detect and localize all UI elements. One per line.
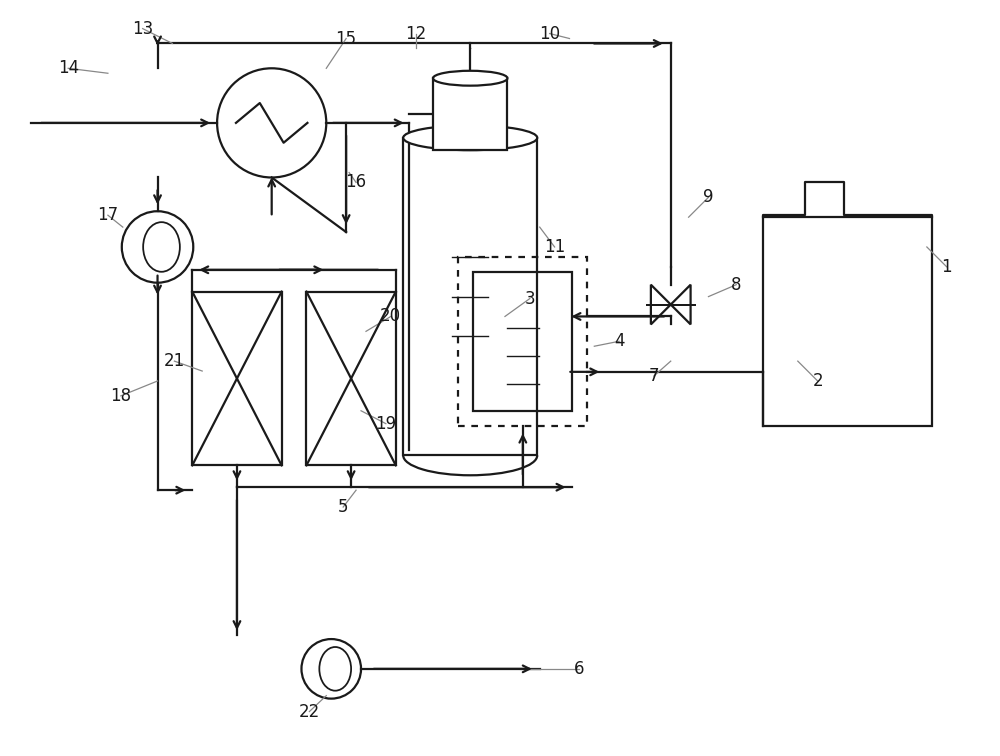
Text: 18: 18 <box>110 387 131 405</box>
Text: 20: 20 <box>380 308 401 325</box>
Text: 6: 6 <box>574 660 585 678</box>
Text: 15: 15 <box>336 29 357 48</box>
Ellipse shape <box>433 71 507 85</box>
Bar <box>433 78 507 150</box>
Text: 2: 2 <box>812 372 823 390</box>
Circle shape <box>301 639 361 699</box>
Text: 22: 22 <box>299 702 320 720</box>
Bar <box>192 292 282 466</box>
Text: 3: 3 <box>524 290 535 308</box>
Text: 19: 19 <box>375 414 396 432</box>
Circle shape <box>217 68 326 178</box>
Text: 4: 4 <box>614 333 624 350</box>
Text: 17: 17 <box>97 206 118 225</box>
Text: 1: 1 <box>941 258 952 276</box>
Text: 5: 5 <box>338 498 348 516</box>
Ellipse shape <box>403 125 537 150</box>
Bar <box>473 272 572 411</box>
Text: 13: 13 <box>132 20 153 38</box>
Bar <box>458 257 587 426</box>
Text: 8: 8 <box>731 276 742 293</box>
Text: 16: 16 <box>346 173 367 191</box>
Text: 11: 11 <box>544 238 565 256</box>
Text: 14: 14 <box>58 59 79 77</box>
Bar <box>306 292 396 466</box>
Text: 12: 12 <box>405 24 426 42</box>
Text: 10: 10 <box>539 24 560 42</box>
Text: 21: 21 <box>164 352 185 370</box>
Bar <box>763 217 932 426</box>
Text: 9: 9 <box>703 188 714 206</box>
Bar <box>403 138 537 455</box>
Circle shape <box>122 211 193 283</box>
Text: 7: 7 <box>649 367 659 385</box>
